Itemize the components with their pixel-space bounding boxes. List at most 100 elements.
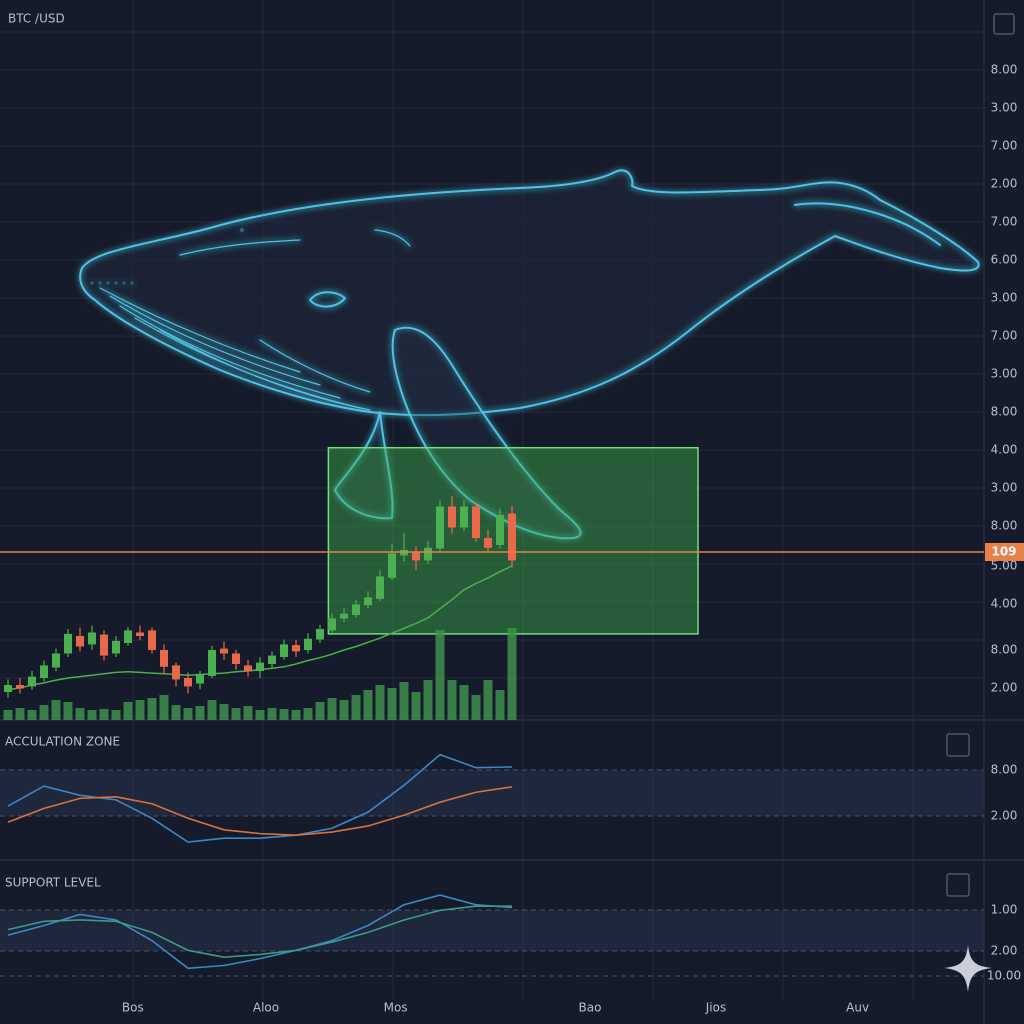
y-axis-label: 8.00 (991, 519, 1018, 533)
volume-bar (171, 705, 181, 720)
volume-bar (279, 709, 289, 720)
y-axis-label: 3.00 (991, 291, 1018, 305)
y-axis-label: 7.00 (991, 139, 1018, 153)
candle-body (172, 665, 181, 680)
candle-body (88, 632, 97, 645)
candle-body (124, 630, 133, 643)
candle-body (40, 665, 49, 678)
candle-body (244, 665, 253, 671)
volume-bar (495, 690, 505, 720)
pane-settings-button[interactable] (946, 873, 970, 897)
candle-body (304, 638, 313, 650)
plot: 8.00 3.00 7.00 2.00 7.00 6.00 3.00 7.00 3.00 8.00… (0, 63, 1024, 1015)
pane-title: ACCULATION ZONE (5, 735, 120, 749)
volume-bar (375, 685, 385, 720)
volume-bar (339, 700, 349, 720)
settings-button[interactable] (993, 13, 1015, 35)
volume-bar (255, 710, 265, 720)
volume-bar (387, 688, 397, 720)
y-axis-label: 3.00 (991, 367, 1018, 381)
volume-bar (459, 685, 469, 720)
candle-body (340, 613, 349, 619)
volume-bar (351, 695, 361, 720)
x-tick-label: Bos (122, 1001, 144, 1015)
price-tag (985, 543, 1024, 561)
whale-illustration (79, 169, 980, 540)
price-tag-label: 109 (991, 545, 1016, 559)
candle-body (28, 676, 37, 687)
volume-bar (327, 698, 337, 720)
candle-body (256, 662, 265, 671)
candle-body (328, 618, 337, 631)
y-axis-label: 4.00 (991, 597, 1018, 611)
y-axis-label: 2.00 (991, 681, 1018, 695)
y-axis-label: 8.00 (991, 643, 1018, 657)
volume-bar (483, 680, 493, 720)
volume-bar (399, 682, 409, 720)
volume-bar (411, 692, 421, 720)
candle-body (208, 650, 217, 676)
candle-body (16, 685, 25, 689)
volume-bar (75, 708, 85, 720)
volume-bar (267, 708, 277, 720)
volume-bar (183, 708, 193, 720)
volume-bar (231, 708, 241, 720)
candle-body (160, 650, 169, 667)
candle-body (388, 553, 397, 578)
y-axis-label: 4.00 (991, 443, 1018, 457)
candle-body (112, 640, 121, 654)
volume-bar (447, 680, 457, 720)
y-axis-label: 10.00 (987, 969, 1021, 983)
volume-bar (147, 698, 157, 720)
volume-bar (99, 709, 109, 720)
indicator-line (7, 786, 513, 836)
candle-body (496, 514, 505, 545)
volume-bar (159, 695, 169, 720)
y-axis-label: 2.00 (991, 177, 1018, 191)
x-tick-label: Mos (384, 1001, 408, 1015)
volume-bar (303, 708, 313, 720)
candle-body (412, 552, 421, 561)
volume-bar (471, 695, 481, 720)
candle-body (148, 630, 157, 650)
candle-body (292, 645, 301, 652)
volume-bar (27, 710, 37, 720)
candle-body (268, 655, 277, 664)
x-tick-label: Jios (705, 1001, 726, 1015)
candle-body (52, 653, 61, 668)
candle-body (364, 597, 373, 606)
candle-body (64, 633, 73, 654)
volume-bar (435, 630, 445, 720)
candle-body (232, 653, 241, 664)
candle-body (280, 644, 289, 657)
candle-body (184, 678, 193, 687)
volume-bar (123, 702, 133, 720)
volume-bar (63, 702, 73, 720)
candle-body (100, 634, 109, 656)
candle-body (484, 538, 493, 548)
candle-body (4, 685, 13, 692)
volume-bar (219, 704, 229, 720)
candle-body (376, 576, 385, 599)
pane-settings-button[interactable] (946, 733, 970, 757)
band (0, 769, 984, 816)
indicator-line (7, 894, 513, 970)
candle-body (436, 506, 445, 549)
candle-body (472, 506, 481, 538)
volume-bar (243, 706, 253, 720)
indicator-line (7, 753, 513, 843)
y-axis-label: 7.00 (991, 329, 1018, 343)
volume-bar (423, 680, 433, 720)
chart-title: BTC /USD (8, 12, 65, 26)
y-tick-label: 2.00 (991, 808, 1018, 822)
candle-body (76, 636, 85, 647)
x-tick-label: Bao (579, 1001, 602, 1015)
candle-body (508, 513, 517, 561)
y-axis-label: 8.00 (991, 405, 1018, 419)
volume-bar (207, 700, 217, 720)
volume-bar (195, 706, 205, 720)
candle-body (460, 506, 469, 528)
y-axis-label: 3.00 (991, 481, 1018, 495)
candle-body (220, 648, 229, 654)
